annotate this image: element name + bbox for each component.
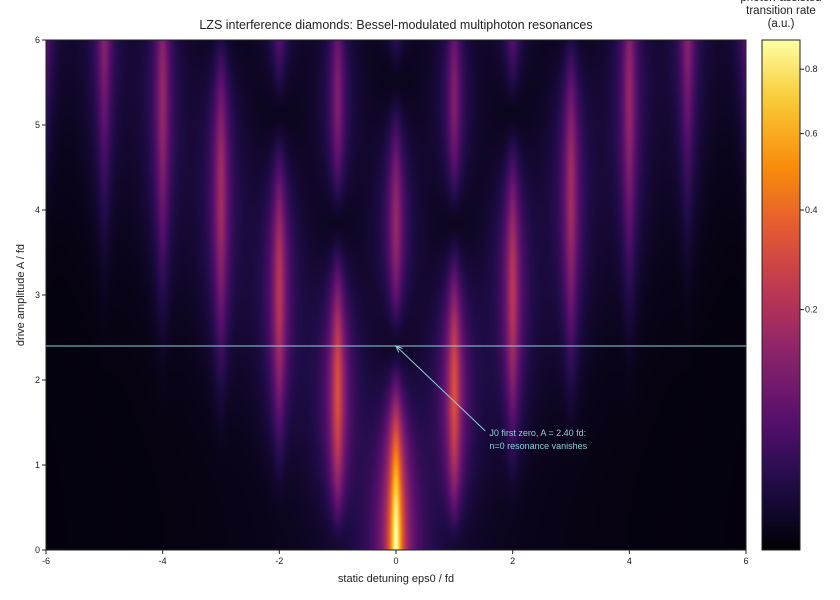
x-tick-label: 4 — [627, 556, 632, 566]
x-tick-label: 2 — [510, 556, 515, 566]
plot-area — [45, 39, 747, 551]
annotation-text-line: n=0 resonance vanishes — [489, 441, 587, 451]
colorbar-tick-label: 0.6 — [805, 129, 818, 139]
y-tick-label: 1 — [35, 460, 40, 470]
heatmap-image — [46, 40, 746, 550]
colorbar-tick-label: 0.4 — [805, 205, 818, 215]
y-tick-label: 0 — [35, 545, 40, 555]
colorbar-tick-label: 0.2 — [805, 305, 818, 315]
y-tick-label: 4 — [35, 205, 40, 215]
x-axis-label: static detuning eps0 / fd — [338, 573, 454, 585]
colorbar-label-line: (a.u.) — [768, 18, 795, 30]
y-axis-label: drive amplitude A / fd — [15, 244, 27, 346]
annotation-text-line: J0 first zero, A = 2.40 fd: — [489, 428, 586, 438]
x-tick-label: -6 — [42, 556, 50, 566]
colorbar-ticks: 0.2 0.4 0.6 0.8 — [800, 64, 818, 315]
annotation-arrow-head — [395, 345, 403, 353]
x-tick-label: -4 — [159, 556, 167, 566]
x-tick-label: -2 — [275, 556, 283, 566]
y-axis: 0 1 2 3 4 5 6 — [35, 35, 46, 555]
colorbar-label-line: photon-assisted — [740, 0, 821, 4]
y-tick-label: 2 — [35, 375, 40, 385]
x-axis: -6 -4 -2 0 2 4 6 — [42, 550, 749, 566]
colorbar: 0.2 0.4 0.6 0.8 photon-assistedtransition r… — [740, 0, 822, 551]
colorbar-tick-label: 0.8 — [805, 64, 818, 74]
annotation-group: J0 first zero, A = 2.40 fd: n=0 resonance… — [395, 345, 588, 451]
chart-title: LZS interference diamonds: Bessel-modula… — [199, 18, 592, 32]
colorbar-label: photon-assistedtransition rate(a.u.) — [740, 0, 821, 30]
y-tick-label: 5 — [35, 120, 40, 130]
colorbar-gradient — [761, 39, 801, 551]
y-tick-label: 3 — [35, 290, 40, 300]
annotation-arrow-shaft — [395, 345, 486, 432]
x-tick-label: 6 — [743, 556, 748, 566]
y-tick-label: 6 — [35, 35, 40, 45]
colorbar-label-line: transition rate — [746, 5, 816, 17]
x-tick-label: 0 — [393, 556, 398, 566]
